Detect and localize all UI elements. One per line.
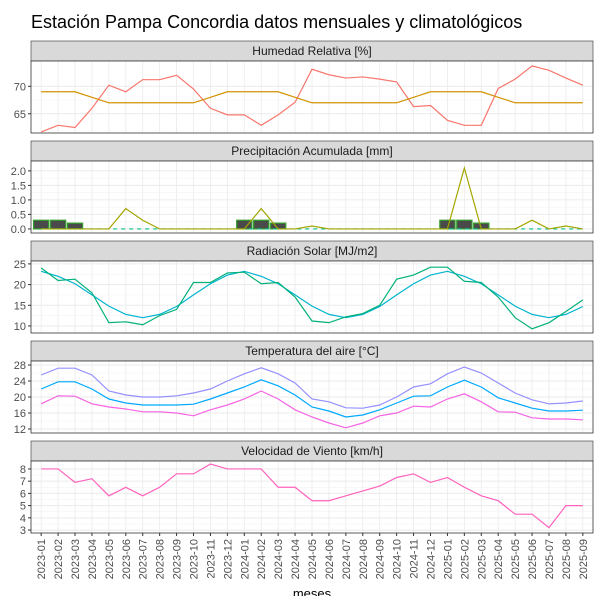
series-line (40, 379, 583, 418)
x-tick-label: 2023-04 (87, 539, 99, 579)
panel-border (30, 260, 594, 334)
x-tick-label: 2025-01 (442, 539, 454, 579)
chart-title: Estación Pampa Concordia datos mensuales… (31, 12, 522, 32)
panel-title: Precipitación Acumulada [mm] (231, 144, 392, 158)
x-tick-label: 2025-09 (578, 539, 590, 579)
y-tick-label: 3 (20, 525, 26, 537)
x-axis-label: meses (293, 586, 332, 596)
x-tick-label: 2023-11 (205, 539, 217, 579)
x-tick-label: 2025-05 (510, 539, 522, 579)
y-tick-label: 20 (14, 392, 26, 404)
bar (252, 219, 270, 230)
x-tick-label: 2023-03 (70, 539, 82, 579)
x-tick-label: 2024-12 (425, 539, 437, 579)
y-tick-label: 6 (20, 488, 26, 500)
x-tick-label: 2024-06 (324, 539, 336, 579)
panel-border (30, 360, 594, 434)
x-tick-label: 2024-08 (358, 539, 370, 579)
y-tick-label: 65 (14, 109, 26, 121)
panel-border (30, 60, 594, 134)
series-line (41, 91, 583, 104)
y-tick-label: 1.0 (11, 195, 26, 207)
y-tick-label: 0.0 (11, 224, 26, 236)
x-tick-label: 2024-01 (239, 539, 251, 579)
y-tick-label: 5 (20, 501, 26, 513)
x-tick-label: 2025-04 (493, 539, 505, 579)
x-tick-label: 2023-07 (138, 539, 150, 579)
bar (66, 222, 84, 230)
y-tick-label: 15 (14, 300, 26, 312)
y-tick-label: 25 (14, 259, 26, 271)
y-tick-label: 8 (20, 464, 26, 476)
x-tick-label: 2024-03 (273, 539, 285, 579)
y-tick-label: 7 (20, 476, 26, 488)
panel-title: Humedad Relativa [%] (252, 44, 371, 58)
x-tick-label: 2024-11 (409, 539, 421, 579)
y-tick-label: 12 (14, 424, 26, 436)
bar (32, 219, 50, 230)
y-tick-label: 0.5 (11, 209, 26, 221)
x-tick-label: 2025-06 (527, 539, 539, 579)
series-line (40, 366, 583, 409)
panel-title: Temperatura del aire [°C] (245, 344, 379, 358)
y-tick-label: 70 (14, 81, 26, 93)
x-tick-label: 2024-02 (256, 539, 268, 579)
x-tick-label: 2024-09 (375, 539, 387, 579)
x-tick-label: 2023-08 (155, 539, 167, 579)
y-tick-label: 16 (14, 408, 26, 420)
series-line (41, 165, 583, 230)
x-tick-label: 2025-08 (561, 539, 573, 579)
y-tick-label: 1.5 (11, 180, 26, 192)
x-tick-label: 2025-03 (476, 539, 488, 579)
y-tick-label: 20 (14, 280, 26, 292)
y-tick-label: 28 (14, 360, 26, 372)
bar (236, 219, 253, 230)
bar (456, 219, 473, 230)
y-tick-label: 10 (14, 321, 26, 333)
x-tick-label: 2024-07 (341, 539, 353, 579)
panel-title: Velocidad de Viento [km/h] (241, 444, 383, 458)
x-tick-label: 2023-05 (104, 539, 116, 579)
series-line (40, 390, 583, 429)
x-tick-label: 2024-05 (307, 539, 319, 579)
x-tick-label: 2024-04 (290, 539, 302, 579)
x-tick-label: 2023-02 (53, 539, 65, 579)
x-tick-label: 2023-01 (36, 539, 48, 579)
panel-border (30, 160, 594, 234)
series-line (40, 65, 584, 133)
bar (49, 219, 67, 230)
x-tick-label: 2025-02 (459, 539, 471, 579)
x-tick-label: 2025-07 (544, 539, 556, 579)
series-line (41, 463, 583, 529)
series-line (40, 266, 584, 330)
y-tick-label: 2.0 (11, 166, 26, 178)
series-line (40, 270, 584, 319)
x-tick-label: 2023-12 (222, 539, 234, 579)
x-tick-label: 2024-10 (392, 539, 404, 579)
x-tick-label: 2023-09 (172, 539, 184, 579)
x-tick-label: 2023-10 (189, 539, 201, 579)
panel-title: Radiación Solar [MJ/m2] (247, 244, 378, 258)
y-tick-label: 24 (14, 376, 26, 388)
x-tick-label: 2023-06 (121, 539, 133, 579)
y-tick-label: 4 (20, 513, 26, 525)
